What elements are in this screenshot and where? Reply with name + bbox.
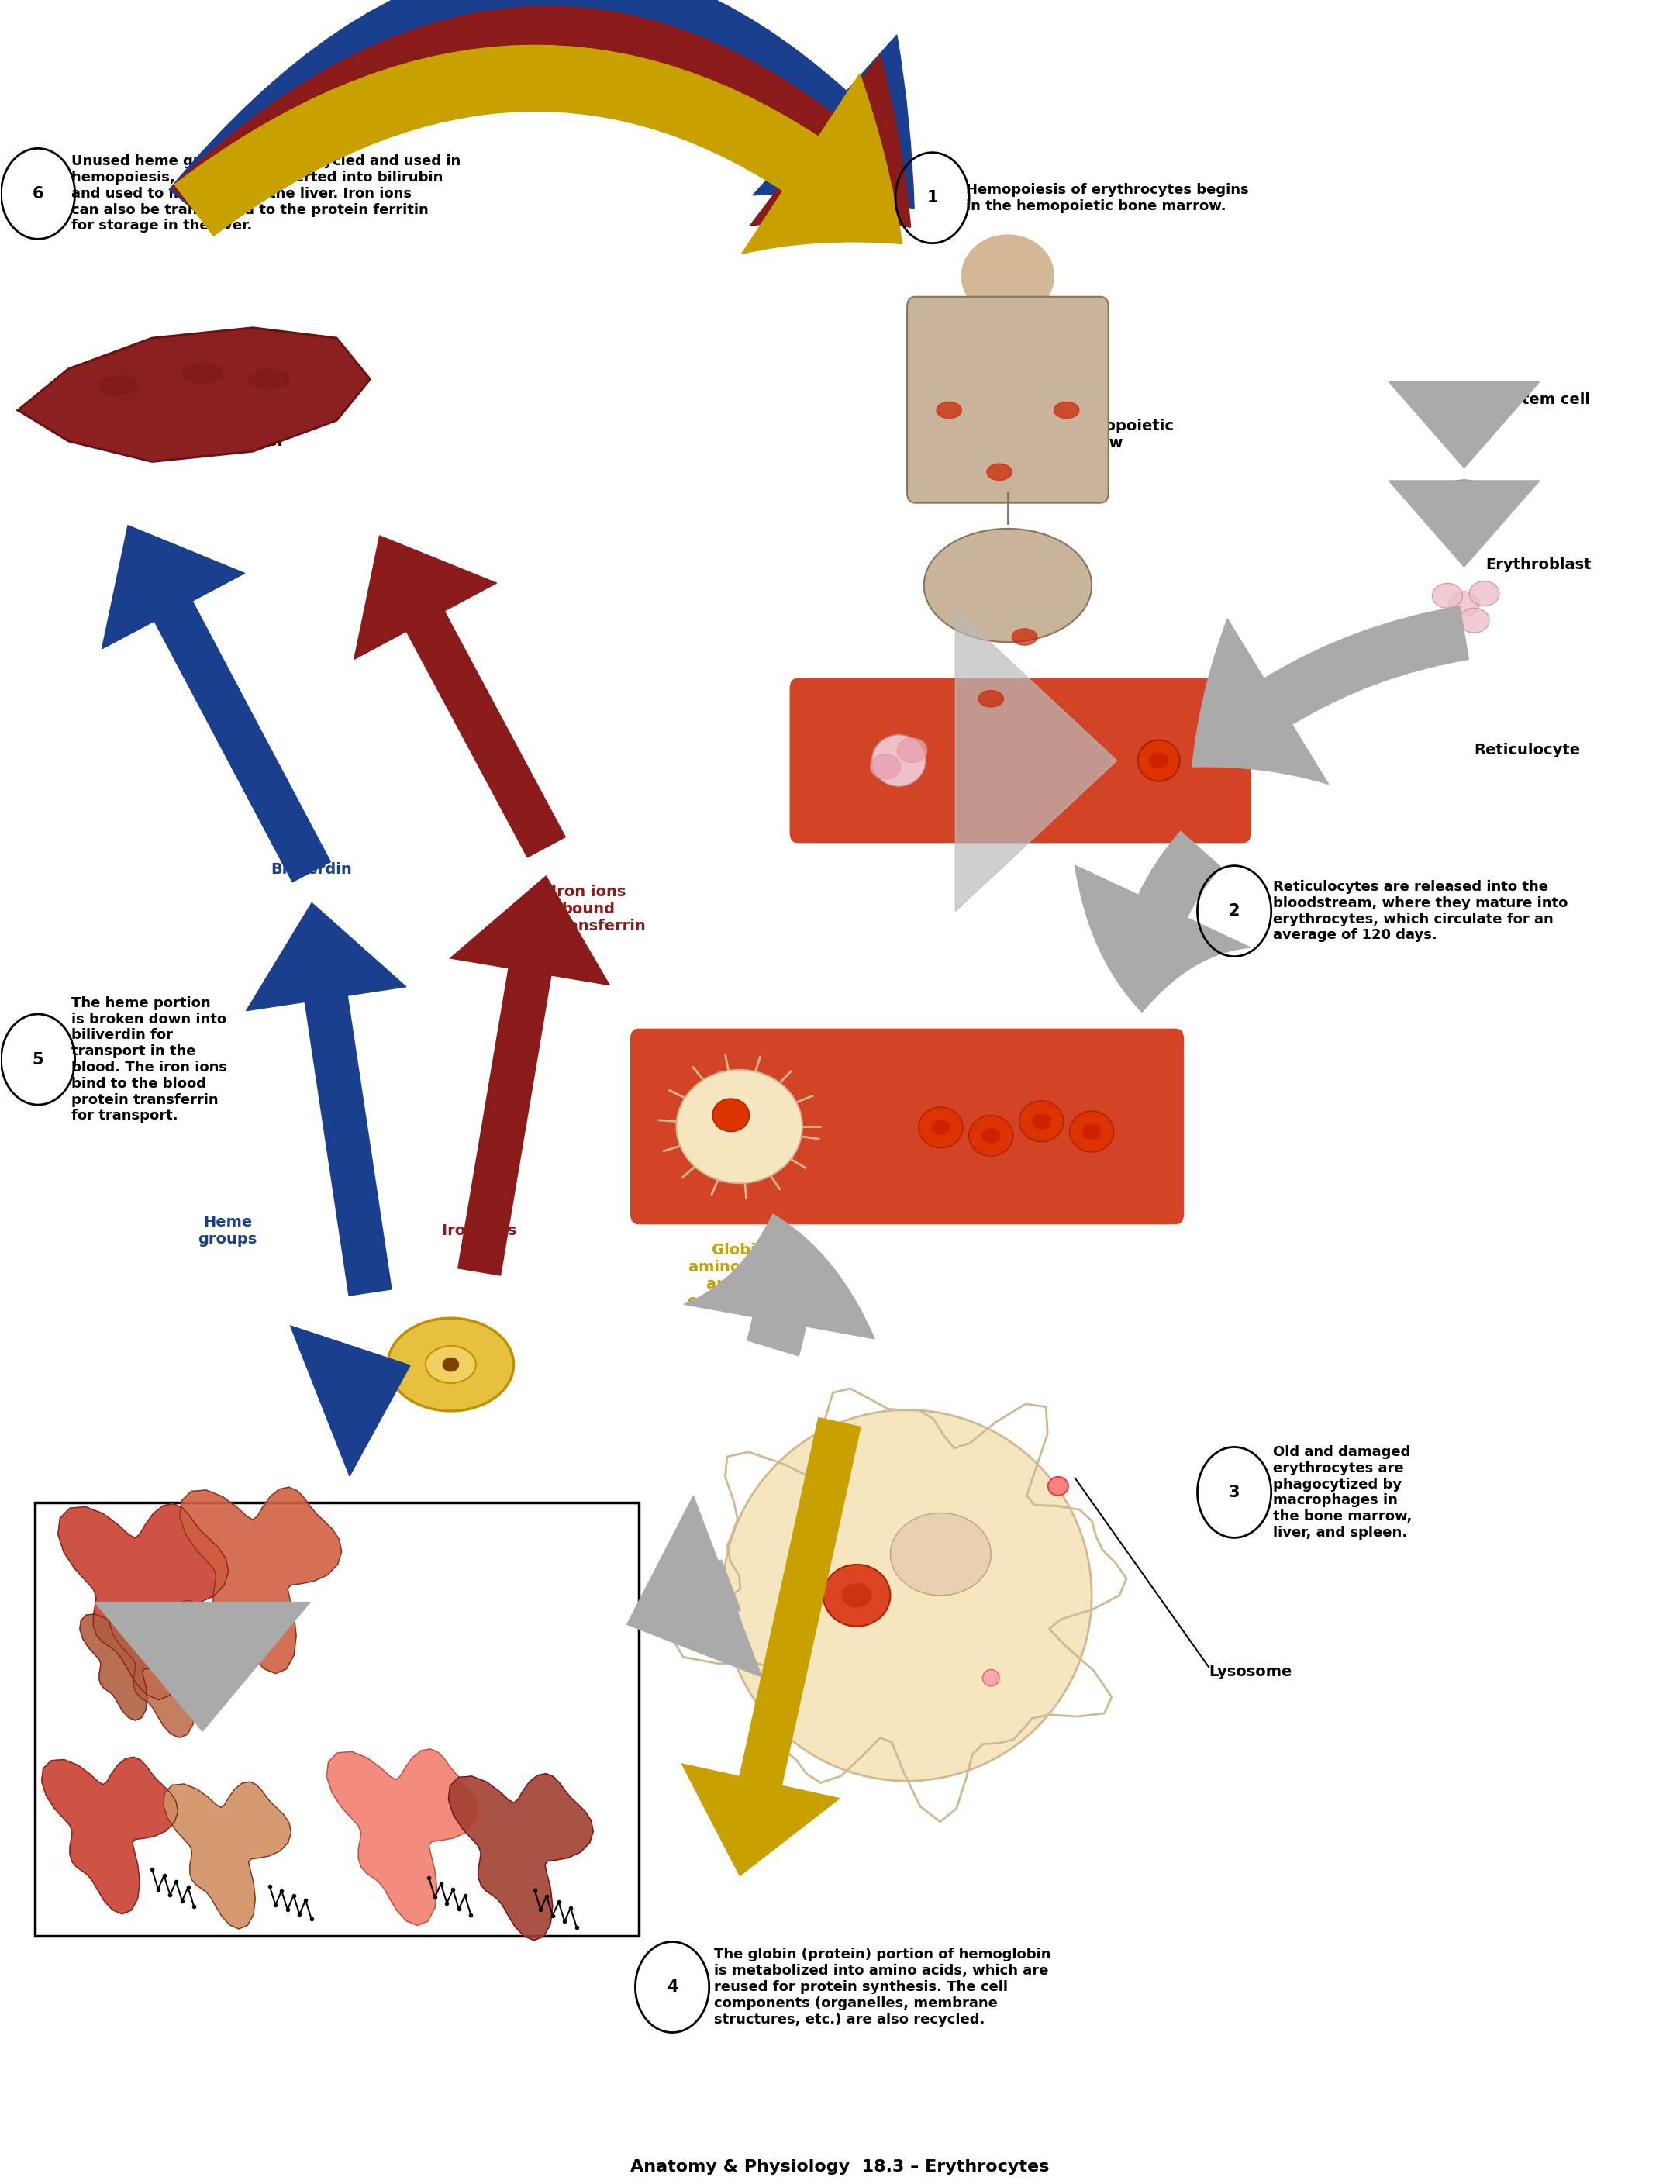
Ellipse shape	[249, 369, 291, 389]
Ellipse shape	[823, 1564, 890, 1627]
Text: Old and damaged
erythrocytes are
phagocytized by
macrophages in
the bone marrow,: Old and damaged erythrocytes are phagocy…	[1273, 1446, 1411, 1540]
Ellipse shape	[181, 363, 223, 384]
Ellipse shape	[961, 236, 1053, 317]
Ellipse shape	[890, 1514, 991, 1597]
Ellipse shape	[442, 1356, 459, 1372]
Text: Reticulocytes are released into the
bloodstream, where they mature into
erythroc: Reticulocytes are released into the bloo…	[1273, 880, 1567, 941]
Text: x4: x4	[477, 1334, 497, 1350]
Ellipse shape	[1082, 1125, 1100, 1140]
Ellipse shape	[1458, 483, 1488, 511]
Ellipse shape	[1137, 740, 1179, 782]
Text: Liver: Liver	[237, 432, 286, 450]
Text: The globin (protein) portion of hemoglobin
is metabolized into amino acids, whic: The globin (protein) portion of hemoglob…	[714, 1948, 1052, 2027]
Text: 2: 2	[1228, 904, 1240, 919]
Text: Hemopoiesis of erythrocytes begins
in the hemopoietic bone marrow.: Hemopoiesis of erythrocytes begins in th…	[966, 183, 1248, 212]
FancyBboxPatch shape	[35, 1503, 638, 1935]
FancyBboxPatch shape	[790, 677, 1252, 843]
Ellipse shape	[981, 1127, 1000, 1144]
Polygon shape	[18, 328, 370, 461]
Text: 6: 6	[32, 186, 44, 201]
Text: Hemoglobin
protein
structure is
broken down
into
amino acids: Hemoglobin protein structure is broken d…	[398, 1677, 509, 1778]
Ellipse shape	[388, 1319, 514, 1411]
Ellipse shape	[1048, 1476, 1068, 1496]
Text: Bilirubin: Bilirubin	[116, 609, 188, 625]
Ellipse shape	[872, 734, 926, 786]
Polygon shape	[326, 1749, 480, 1926]
FancyBboxPatch shape	[907, 297, 1109, 502]
Text: 1: 1	[927, 190, 937, 205]
Polygon shape	[163, 1782, 291, 1928]
Text: Heme
groups: Heme groups	[198, 1214, 257, 1247]
Ellipse shape	[924, 529, 1092, 642]
Ellipse shape	[1433, 583, 1463, 607]
Ellipse shape	[1032, 1114, 1050, 1129]
Ellipse shape	[1460, 607, 1490, 633]
Polygon shape	[449, 1773, 593, 1939]
Ellipse shape	[1458, 384, 1488, 411]
Polygon shape	[109, 1601, 228, 1738]
Text: Stem cell: Stem cell	[1510, 393, 1591, 406]
Ellipse shape	[1070, 1112, 1114, 1151]
Text: Locations of hemopoietic
bone marrow: Locations of hemopoietic bone marrow	[959, 419, 1174, 450]
Text: The heme portion
is broken down into
biliverdin for
transport in the
blood. The : The heme portion is broken down into bil…	[72, 996, 227, 1123]
Text: Erythroblast: Erythroblast	[1487, 557, 1591, 572]
Ellipse shape	[1438, 480, 1492, 526]
FancyBboxPatch shape	[630, 1029, 1184, 1225]
Ellipse shape	[1053, 402, 1079, 419]
Ellipse shape	[1438, 384, 1492, 428]
Polygon shape	[59, 1505, 228, 1699]
Text: Anatomy & Physiology  18.3 – Erythrocytes: Anatomy & Physiology 18.3 – Erythrocytes	[630, 2160, 1050, 2175]
Polygon shape	[180, 1487, 341, 1673]
Text: Unused heme groups can be recycled and used in
hemopoiesis, or can be converted : Unused heme groups can be recycled and u…	[72, 155, 460, 234]
Text: Reticulocyte: Reticulocyte	[1475, 743, 1581, 758]
Text: Lysosome: Lysosome	[1210, 1664, 1292, 1679]
Ellipse shape	[983, 1669, 1000, 1686]
Ellipse shape	[677, 1070, 803, 1184]
Ellipse shape	[842, 1583, 872, 1607]
Ellipse shape	[931, 1120, 949, 1136]
Ellipse shape	[897, 738, 927, 762]
Ellipse shape	[97, 376, 139, 395]
Text: 5: 5	[32, 1053, 44, 1068]
Ellipse shape	[969, 1116, 1013, 1155]
Text: Iron ions: Iron ions	[442, 1223, 517, 1238]
Text: Globin
amino acids
and cell
components: Globin amino acids and cell components	[687, 1243, 791, 1308]
Ellipse shape	[870, 753, 900, 780]
Ellipse shape	[978, 690, 1003, 708]
Ellipse shape	[1470, 581, 1499, 605]
Text: Biliverdin: Biliverdin	[270, 863, 353, 878]
Text: 3: 3	[1228, 1485, 1240, 1500]
Ellipse shape	[712, 1099, 749, 1131]
Ellipse shape	[1450, 592, 1480, 616]
Ellipse shape	[919, 1107, 963, 1149]
Polygon shape	[42, 1758, 178, 1913]
Text: Iron ions
bound
to transferrin: Iron ions bound to transferrin	[531, 885, 647, 933]
Ellipse shape	[936, 402, 961, 419]
Text: 4: 4	[667, 1979, 677, 1994]
Ellipse shape	[425, 1345, 475, 1382]
Ellipse shape	[1011, 629, 1037, 644]
Ellipse shape	[986, 463, 1011, 480]
Text: Ferritin: Ferritin	[380, 587, 444, 603]
Ellipse shape	[1149, 751, 1169, 769]
Ellipse shape	[722, 1411, 1092, 1780]
Polygon shape	[79, 1612, 173, 1721]
Ellipse shape	[1020, 1101, 1063, 1142]
